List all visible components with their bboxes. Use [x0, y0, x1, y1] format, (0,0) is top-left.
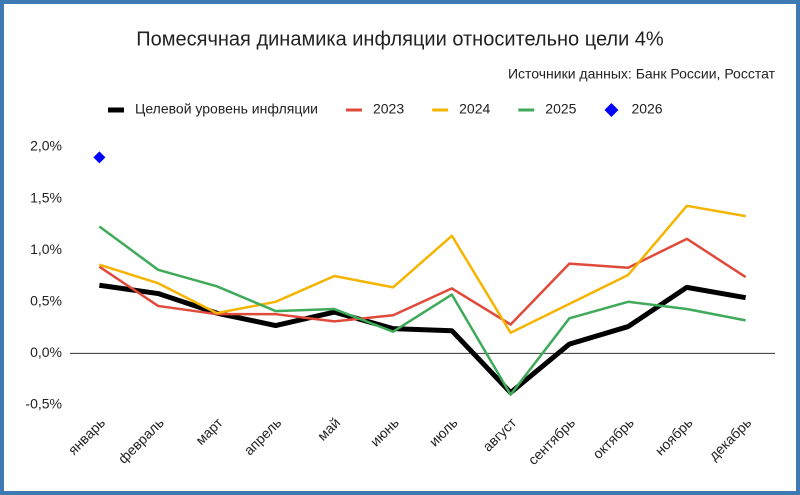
series-line — [98, 204, 746, 335]
legend-label: 2026 — [631, 101, 662, 117]
y-tick-label: 0,0% — [30, 344, 62, 360]
y-tick-label: 1,5% — [30, 189, 62, 205]
legend-label: 2025 — [545, 101, 576, 117]
series-line — [99, 282, 747, 396]
y-tick-label: 2,0% — [30, 138, 62, 154]
legend-label: 2024 — [459, 101, 490, 117]
marker — [93, 151, 106, 164]
legend-marker — [604, 103, 619, 117]
y-tick-label: 0,5% — [30, 293, 62, 309]
chart-subtitle: Источники данных: Банк России, Росстат — [508, 66, 776, 82]
legend-label: 2023 — [373, 101, 404, 117]
chart-title: Помесячная динамика инфляции относительн… — [136, 28, 664, 50]
series-line — [98, 225, 746, 396]
y-tick-label: 1,0% — [30, 241, 62, 257]
legend-label: Целевой уровень инфляции — [135, 101, 318, 117]
y-tick-label: -0,5% — [25, 396, 62, 412]
